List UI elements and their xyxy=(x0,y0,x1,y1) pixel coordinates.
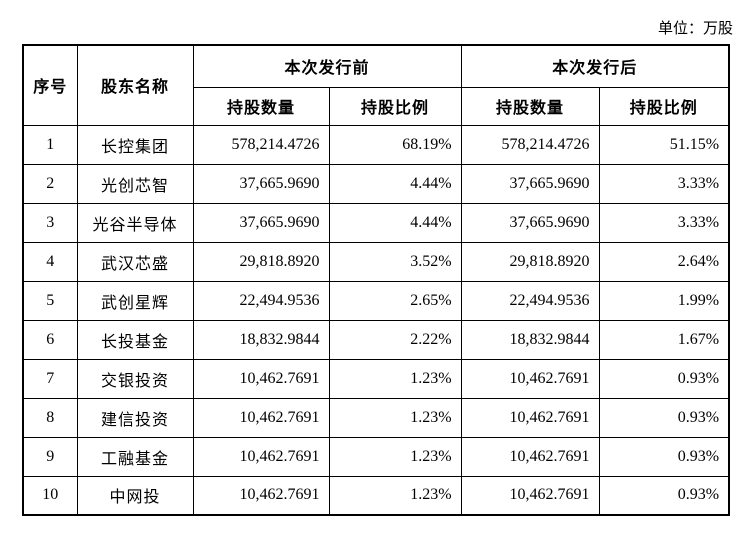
cell-after-pct: 0.93% xyxy=(598,475,730,516)
table-row: 6 长投基金 18,832.9844 2.22% 18,832.9844 1.6… xyxy=(22,319,730,360)
cell-after-qty: 22,494.9536 xyxy=(460,280,600,321)
table-header: 序号 股东名称 本次发行前 本次发行后 持股数量 持股比例 持股数量 持股比例 xyxy=(22,44,730,126)
cell-shareholder-name: 光谷半导体 xyxy=(76,202,194,243)
cell-shareholder-name: 长控集团 xyxy=(76,124,194,165)
cell-after-pct: 51.15% xyxy=(598,124,730,165)
cell-before-qty: 578,214.4726 xyxy=(192,124,330,165)
table-row: 1 长控集团 578,214.4726 68.19% 578,214.4726 … xyxy=(22,124,730,165)
table-row: 10 中网投 10,462.7691 1.23% 10,462.7691 0.9… xyxy=(22,475,730,516)
header-group-before-issuance: 本次发行前 xyxy=(192,44,462,88)
header-after-qty: 持股数量 xyxy=(460,86,600,126)
header-col-shareholder-name: 股东名称 xyxy=(76,44,194,126)
cell-shareholder-name: 建信投资 xyxy=(76,397,194,438)
cell-after-pct: 1.99% xyxy=(598,280,730,321)
cell-before-pct: 3.52% xyxy=(328,241,462,282)
table-row: 2 光创芯智 37,665.9690 4.44% 37,665.9690 3.3… xyxy=(22,163,730,204)
table-row: 8 建信投资 10,462.7691 1.23% 10,462.7691 0.9… xyxy=(22,397,730,438)
cell-after-pct: 1.67% xyxy=(598,319,730,360)
cell-shareholder-name: 武创星辉 xyxy=(76,280,194,321)
shareholder-table: 序号 股东名称 本次发行前 本次发行后 持股数量 持股比例 持股数量 持股比例 … xyxy=(22,44,731,516)
cell-index: 6 xyxy=(22,319,78,360)
table-row: 4 武汉芯盛 29,818.8920 3.52% 29,818.8920 2.6… xyxy=(22,241,730,282)
cell-after-pct: 0.93% xyxy=(598,397,730,438)
cell-after-qty: 29,818.8920 xyxy=(460,241,600,282)
cell-index: 7 xyxy=(22,358,78,399)
cell-index: 3 xyxy=(22,202,78,243)
cell-index: 9 xyxy=(22,436,78,477)
cell-index: 10 xyxy=(22,475,78,516)
cell-shareholder-name: 交银投资 xyxy=(76,358,194,399)
table-row: 9 工融基金 10,462.7691 1.23% 10,462.7691 0.9… xyxy=(22,436,730,477)
header-after-pct: 持股比例 xyxy=(598,86,730,126)
cell-before-pct: 1.23% xyxy=(328,358,462,399)
header-group-after-issuance: 本次发行后 xyxy=(460,44,730,88)
cell-before-qty: 37,665.9690 xyxy=(192,163,330,204)
header-before-qty: 持股数量 xyxy=(192,86,330,126)
cell-after-pct: 3.33% xyxy=(598,202,730,243)
unit-label: 单位：万股 xyxy=(657,21,733,37)
cell-before-qty: 10,462.7691 xyxy=(192,397,330,438)
table-row: 3 光谷半导体 37,665.9690 4.44% 37,665.9690 3.… xyxy=(22,202,730,243)
cell-shareholder-name: 工融基金 xyxy=(76,436,194,477)
cell-after-qty: 18,832.9844 xyxy=(460,319,600,360)
table-row: 7 交银投资 10,462.7691 1.23% 10,462.7691 0.9… xyxy=(22,358,730,399)
cell-index: 5 xyxy=(22,280,78,321)
cell-before-pct: 4.44% xyxy=(328,163,462,204)
cell-shareholder-name: 中网投 xyxy=(76,475,194,516)
cell-before-pct: 1.23% xyxy=(328,397,462,438)
cell-index: 2 xyxy=(22,163,78,204)
cell-before-qty: 18,832.9844 xyxy=(192,319,330,360)
cell-after-qty: 10,462.7691 xyxy=(460,397,600,438)
cell-before-qty: 37,665.9690 xyxy=(192,202,330,243)
cell-before-qty: 22,494.9536 xyxy=(192,280,330,321)
cell-after-qty: 10,462.7691 xyxy=(460,475,600,516)
cell-before-pct: 1.23% xyxy=(328,436,462,477)
cell-before-qty: 29,818.8920 xyxy=(192,241,330,282)
table-row: 5 武创星辉 22,494.9536 2.65% 22,494.9536 1.9… xyxy=(22,280,730,321)
cell-shareholder-name: 光创芯智 xyxy=(76,163,194,204)
cell-shareholder-name: 长投基金 xyxy=(76,319,194,360)
cell-after-qty: 10,462.7691 xyxy=(460,358,600,399)
cell-index: 4 xyxy=(22,241,78,282)
cell-before-qty: 10,462.7691 xyxy=(192,358,330,399)
cell-before-pct: 2.65% xyxy=(328,280,462,321)
cell-index: 1 xyxy=(22,124,78,165)
cell-after-pct: 2.64% xyxy=(598,241,730,282)
cell-after-qty: 37,665.9690 xyxy=(460,163,600,204)
cell-after-qty: 578,214.4726 xyxy=(460,124,600,165)
cell-after-qty: 37,665.9690 xyxy=(460,202,600,243)
cell-before-pct: 4.44% xyxy=(328,202,462,243)
cell-before-pct: 1.23% xyxy=(328,475,462,516)
cell-after-qty: 10,462.7691 xyxy=(460,436,600,477)
cell-index: 8 xyxy=(22,397,78,438)
cell-before-pct: 2.22% xyxy=(328,319,462,360)
cell-after-pct: 0.93% xyxy=(598,358,730,399)
cell-before-qty: 10,462.7691 xyxy=(192,436,330,477)
cell-shareholder-name: 武汉芯盛 xyxy=(76,241,194,282)
cell-after-pct: 0.93% xyxy=(598,436,730,477)
table-body: 1 长控集团 578,214.4726 68.19% 578,214.4726 … xyxy=(22,124,730,516)
header-col-index: 序号 xyxy=(22,44,78,126)
cell-before-pct: 68.19% xyxy=(328,124,462,165)
cell-before-qty: 10,462.7691 xyxy=(192,475,330,516)
header-before-pct: 持股比例 xyxy=(328,86,462,126)
cell-after-pct: 3.33% xyxy=(598,163,730,204)
